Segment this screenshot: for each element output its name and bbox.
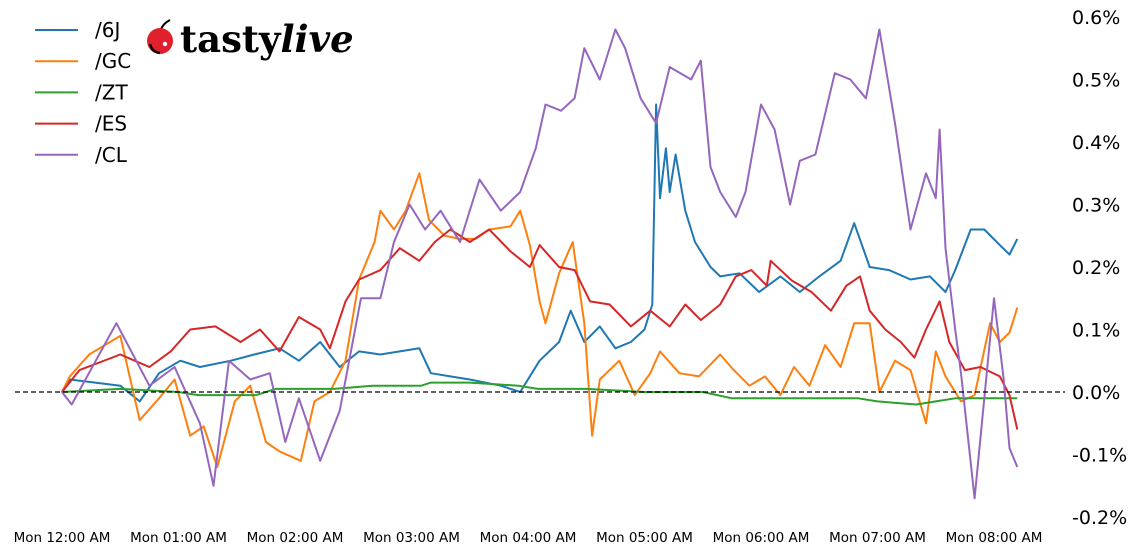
series-line-6j <box>61 103 1019 403</box>
x-tick-label: Mon 12:00 AM <box>14 530 111 546</box>
y-tick-label: 0.1% <box>1072 320 1120 342</box>
x-tick-label: Mon 02:00 AM <box>247 530 344 546</box>
x-tick-label: Mon 03:00 AM <box>363 530 460 546</box>
legend-label: /GC <box>95 49 131 73</box>
x-tick-label: Mon 07:00 AM <box>829 530 926 546</box>
cherry-icon <box>147 19 173 55</box>
legend-label: /ZT <box>95 80 128 104</box>
x-tick-label: Mon 08:00 AM <box>946 530 1043 546</box>
series-line-zt <box>61 381 1018 406</box>
y-tick-label: 0.2% <box>1072 257 1120 279</box>
x-axis: Mon 12:00 AM Mon 01:00 AM Mon 02:00 AM Mon … <box>14 530 1043 546</box>
series-line-cl <box>61 28 1019 500</box>
legend-label: /ES <box>95 112 127 136</box>
x-tick-label: Mon 01:00 AM <box>130 530 227 546</box>
legend-label: /CL <box>95 143 128 167</box>
logo-text: tastylive <box>180 17 354 61</box>
y-tick-label: 0.0% <box>1072 382 1120 404</box>
y-tick-label: 0.5% <box>1072 70 1120 92</box>
y-tick-label: 0.4% <box>1072 132 1120 154</box>
series-line-gc <box>61 172 1019 468</box>
x-tick-label: Mon 04:00 AM <box>480 530 577 546</box>
x-tick-label: Mon 06:00 AM <box>713 530 810 546</box>
y-tick-label: 0.6% <box>1072 7 1120 29</box>
y-tick-label: 0.3% <box>1072 195 1120 217</box>
logo: tastylive <box>147 17 354 61</box>
series-layer <box>61 28 1019 500</box>
y-tick-label: -0.2% <box>1072 507 1127 529</box>
legend-label: /6J <box>95 18 120 42</box>
x-tick-label: Mon 05:00 AM <box>596 530 693 546</box>
y-tick-label: -0.1% <box>1072 445 1127 467</box>
series-line-es <box>61 228 1019 430</box>
legend: /6J/GC/ZT/ES/CL <box>35 18 131 167</box>
y-axis: 0.6% 0.5% 0.4% 0.3% 0.2% 0.1% 0.0% -0.1% -0.2% <box>1072 7 1127 529</box>
